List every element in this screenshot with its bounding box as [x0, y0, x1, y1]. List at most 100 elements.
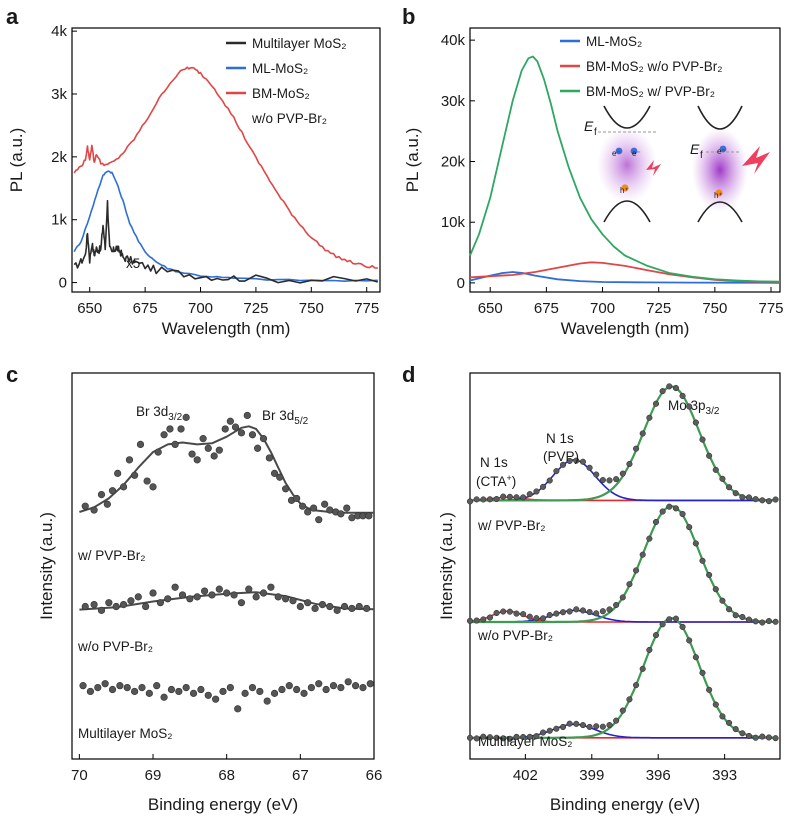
panel-d-point [533, 488, 540, 495]
panel-d-point [652, 632, 660, 639]
panel-c-point [276, 473, 284, 481]
panel-d-point [745, 616, 753, 623]
panel-d-point [686, 637, 693, 644]
panel-c-point [182, 413, 190, 421]
panel-d-point [480, 496, 487, 503]
panel-d-point [533, 615, 540, 622]
panel-c-point [343, 504, 351, 512]
panel-c-point [119, 600, 128, 609]
panel-d-xtick-label: 402 [513, 767, 538, 784]
panel-c-point [259, 589, 268, 597]
panel-d-point [699, 557, 706, 564]
panel-b-xtick-label: 650 [478, 300, 503, 317]
panel-d-point [579, 607, 586, 614]
panel-a-series-1 [73, 170, 378, 282]
panel-d-point [739, 494, 746, 501]
exciton-glow-left [597, 127, 657, 203]
panel-c-point [329, 682, 338, 690]
panel-c-point [105, 599, 113, 607]
panel-d-point [506, 493, 513, 500]
panel-c-point [322, 685, 330, 694]
panel-d-point [719, 475, 726, 482]
panel-c-point [248, 683, 257, 692]
electron-1-left [615, 147, 623, 155]
panel-d-point [679, 510, 686, 518]
peak-label-cta-close: ) [512, 474, 517, 489]
legend-b-bm-w: BM-MoS₂ w/ PVP-Br₂ [586, 84, 715, 99]
panel-d-point [599, 723, 606, 730]
peak-label-cta: (CTA+) [476, 473, 516, 489]
panel-c-point [153, 682, 161, 690]
panel-d-traces [466, 383, 779, 742]
panel-c-point [243, 411, 251, 420]
panel-d-point [745, 732, 753, 740]
panel-a: a 650 675 700 725 750 775 0 1k 2k 3k 4k Wavelength… [6, 4, 381, 338]
legend-ml: ML-MoS₂ [252, 61, 308, 76]
panel-d-point [513, 733, 520, 740]
panel-a-ticks: 650 675 700 725 750 775 0 1k 2k 3k 4k [51, 23, 379, 317]
panel-d-point [500, 608, 507, 615]
panel-c-xtick-label: 66 [366, 767, 383, 784]
panel-c-point [108, 487, 117, 495]
panel-c-point [289, 597, 297, 605]
panel-d-point [546, 477, 553, 484]
panel-c-point [363, 604, 371, 613]
panel-d-point [732, 490, 739, 497]
panel-c-point [300, 689, 308, 697]
panel-d-point [666, 616, 673, 623]
panel-c-point [333, 606, 341, 614]
panel-c-point [265, 454, 274, 462]
panel-c-point [197, 685, 205, 694]
panel-d-point [619, 470, 626, 477]
panel-d-point [526, 733, 533, 740]
panel-d-label: d [402, 362, 415, 387]
panel-c-point [97, 606, 106, 614]
panel-c-point [94, 683, 102, 692]
panel-d-point [520, 611, 527, 618]
panel-b-ytick-label: 0 [457, 275, 465, 292]
panel-c-point [326, 602, 334, 611]
panel-c-point [318, 600, 327, 609]
panel-c-point [326, 506, 334, 514]
electron-1-label: e⁻ [612, 149, 621, 158]
panel-b: b 650 675 700 725 750 775 0 10k 20k 30k 40k Wavele… [402, 4, 784, 338]
panel-c-point [164, 595, 172, 603]
trace-label-c-wo: w/o PVP-Br₂ [77, 639, 153, 654]
panel-c-point [282, 595, 290, 603]
panel-c-point [136, 440, 145, 449]
peak-label-mo3p-main: Mo 3p [668, 398, 706, 413]
panel-c-point [193, 593, 201, 601]
panel-c-point [199, 435, 207, 443]
peak-label-n1s-cta: N 1s [480, 455, 508, 470]
panel-c-point [149, 589, 157, 597]
electron-2-left [630, 147, 638, 155]
panel-a-xtick-label: 725 [243, 300, 268, 317]
panel-c-point [156, 599, 164, 607]
panel-d-point [559, 723, 567, 731]
panel-c-point [101, 680, 109, 688]
panel-c-point [293, 685, 301, 694]
panel-d-point [613, 476, 620, 483]
panel-d-point [513, 610, 520, 617]
electron-2-label: e⁻ [632, 149, 641, 158]
panel-d-point [540, 729, 547, 736]
panel-d-point [626, 460, 633, 468]
panel-d-point [712, 701, 719, 708]
panel-d-point [672, 615, 679, 622]
panel-c-point [204, 691, 212, 699]
panel-c-point [116, 682, 124, 690]
panel-d-point [666, 503, 673, 510]
ef-right-sub: f [700, 150, 703, 161]
panel-c-point [134, 593, 142, 601]
panel-c-point [119, 483, 128, 491]
hole-right-label: h⁺ [714, 191, 723, 200]
panel-c-point [81, 502, 89, 510]
panel-c-point [348, 604, 356, 613]
panel-d-point [759, 497, 766, 504]
panel-d-point [566, 457, 573, 464]
hole-right [715, 189, 723, 197]
panel-d-point [513, 494, 520, 501]
panel-c-point [278, 685, 286, 694]
panel-d-point [659, 508, 666, 515]
panel-d-point [540, 615, 547, 622]
